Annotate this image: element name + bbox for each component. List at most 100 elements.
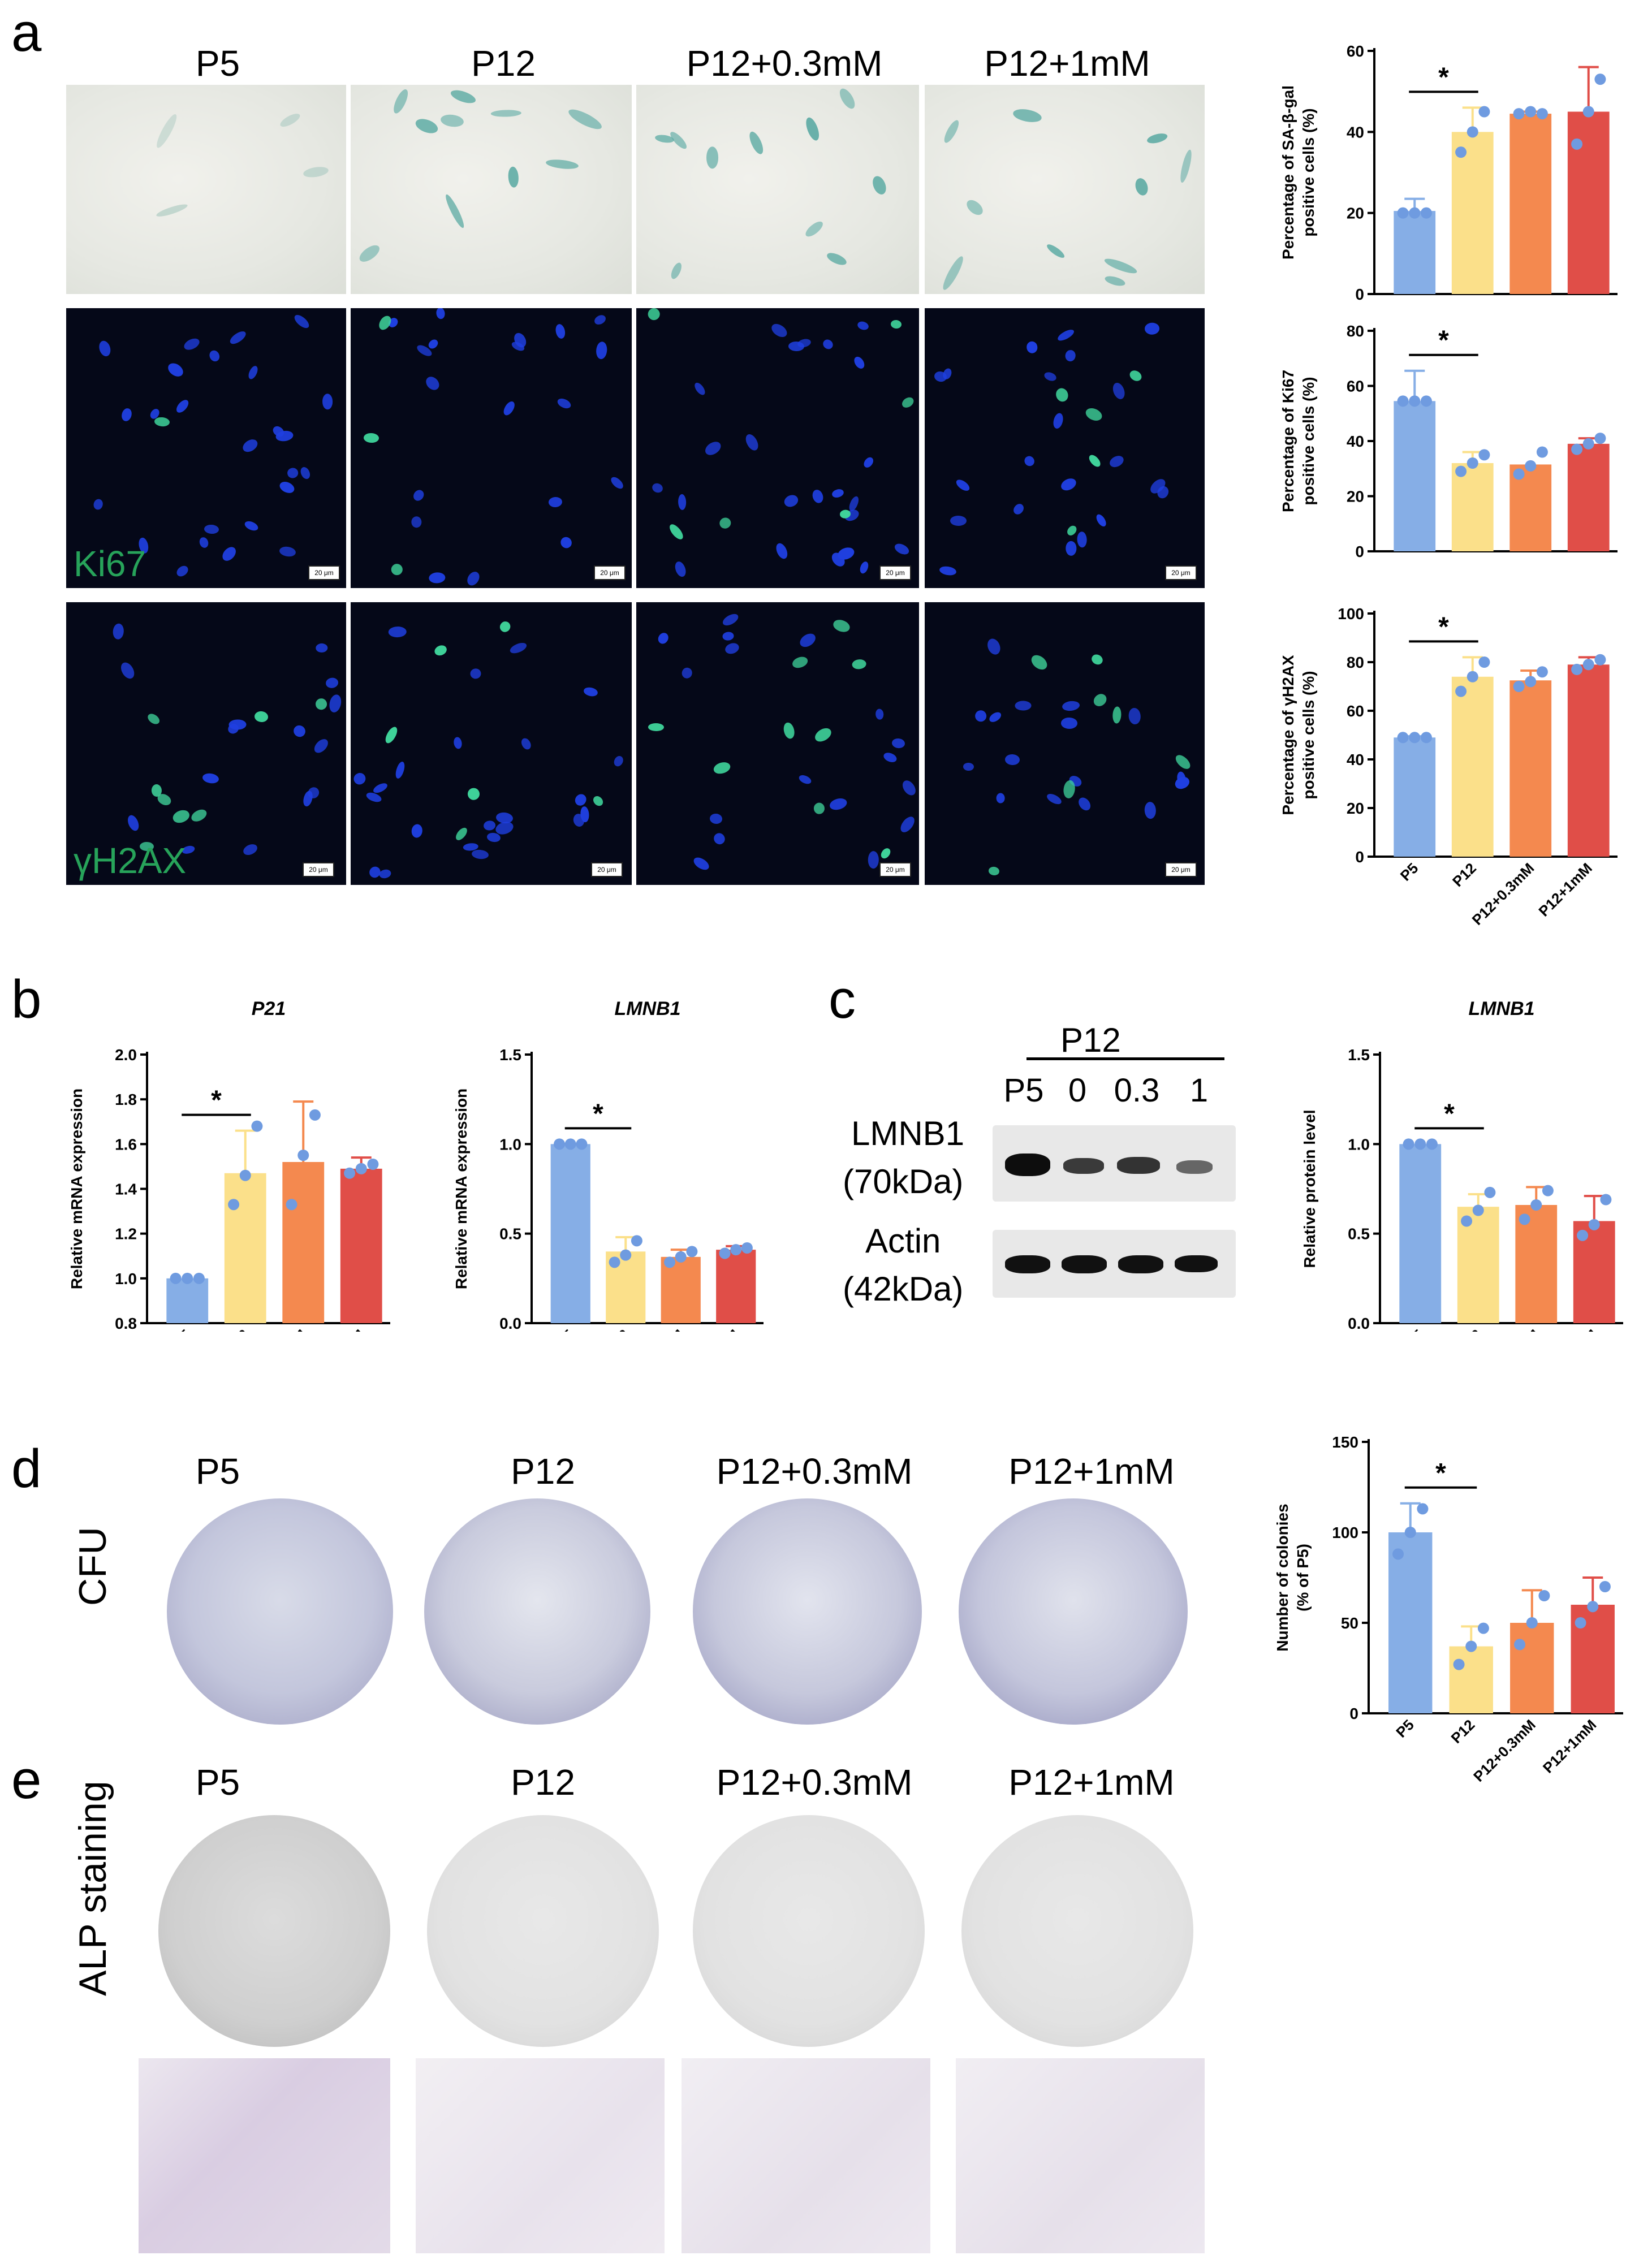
column-label-p5: P5 — [195, 43, 240, 84]
nucleus — [325, 676, 339, 689]
nucleus — [165, 360, 186, 379]
scale-bar: 20 μm — [591, 862, 623, 877]
data-point — [1536, 108, 1548, 120]
stained-cell — [1178, 148, 1194, 184]
wb-lmnb1-label: LMNB1 — [851, 1114, 965, 1152]
wb-band — [1005, 1255, 1050, 1273]
y-tick-label: 1.4 — [115, 1181, 137, 1198]
y-tick-label: 40 — [1347, 433, 1364, 450]
nucleus — [1087, 453, 1103, 469]
micrograph-h2ax-p12 — [351, 602, 632, 885]
micrograph-ki67-p12-1mm — [925, 308, 1205, 588]
nucleus — [900, 395, 916, 411]
data-point — [1514, 1639, 1526, 1651]
nucleus — [613, 754, 626, 768]
data-point — [631, 1235, 642, 1247]
x-tick-label: P12+1mM — [1541, 1326, 1601, 1332]
wb-lane-label: 0.3 — [1114, 1072, 1160, 1109]
data-point — [170, 1272, 182, 1284]
nucleus — [821, 338, 835, 351]
micrograph-sagal-p5 — [66, 85, 346, 294]
bar — [1451, 463, 1494, 551]
significance-star: * — [211, 1086, 222, 1116]
data-point — [1478, 449, 1490, 461]
x-tick-label: P12+0.3mM — [619, 1326, 688, 1332]
nucleus — [1015, 701, 1032, 711]
bar — [716, 1250, 756, 1323]
data-point — [182, 1272, 193, 1284]
stained-cell — [668, 261, 684, 281]
wb-band — [1117, 1157, 1160, 1174]
nucleus — [1064, 349, 1076, 362]
stained-cell — [940, 254, 967, 292]
y-axis-label: Number of colonies — [1274, 1504, 1291, 1651]
panel-letter-e: e — [11, 1749, 42, 1810]
stained-cell — [1012, 107, 1042, 124]
bar — [1449, 1646, 1493, 1713]
nucleus — [411, 488, 426, 503]
nucleus — [482, 819, 497, 831]
data-point — [741, 1242, 753, 1254]
y-tick-label: 150 — [1332, 1433, 1358, 1451]
nucleus — [711, 831, 727, 847]
micrograph-sagal-p12 — [351, 85, 632, 294]
nucleus — [1084, 405, 1104, 424]
data-point — [1409, 395, 1421, 407]
bar — [224, 1173, 266, 1323]
data-point — [1420, 395, 1432, 407]
nucleus — [246, 364, 260, 381]
nucleus — [241, 841, 260, 857]
y-tick-label: 0.5 — [1348, 1225, 1370, 1243]
bar — [1515, 1205, 1558, 1323]
nucleus — [467, 787, 481, 801]
micrograph-ki67-p5 — [66, 308, 346, 588]
stained-cell — [1045, 242, 1067, 260]
nucleus — [1173, 752, 1193, 772]
nucleus — [182, 336, 201, 352]
nucleus — [859, 560, 870, 575]
nucleus — [1112, 706, 1122, 724]
x-tick-label: P12 — [602, 1326, 633, 1332]
nucleus — [327, 693, 343, 714]
data-point — [576, 1138, 588, 1150]
bar — [1394, 737, 1436, 857]
nucleus — [1065, 541, 1077, 556]
y-tick-label: 0.0 — [1348, 1315, 1370, 1332]
nucleus — [171, 808, 192, 826]
column-label-p12: P12 — [471, 43, 536, 84]
bar — [1567, 443, 1610, 551]
data-point — [675, 1251, 687, 1263]
nucleus — [1076, 531, 1087, 548]
nucleus — [963, 763, 974, 771]
stained-cell — [391, 88, 411, 115]
alp-micrograph-p5 — [139, 2058, 390, 2253]
micrograph-h2ax-p12-03mm — [636, 602, 919, 885]
data-point — [686, 1246, 698, 1258]
data-point — [1417, 1503, 1429, 1515]
y-tick-label: 1.5 — [1348, 1046, 1370, 1064]
nucleus — [174, 398, 191, 415]
data-point — [1594, 433, 1606, 444]
nucleus — [378, 868, 392, 879]
data-point — [1536, 446, 1548, 458]
nucleus — [423, 374, 442, 392]
x-tick-label: P12+0.3mM — [1474, 1326, 1543, 1332]
y-tick-label: 1.2 — [115, 1225, 137, 1243]
panel-letter-b: b — [11, 969, 42, 1030]
data-point — [228, 1199, 240, 1211]
wb-band — [1175, 1255, 1218, 1272]
scale-bar: 20 μm — [1165, 862, 1197, 877]
alp-label-p12-1mm: P12+1mM — [1008, 1762, 1175, 1803]
data-point — [193, 1272, 205, 1284]
data-point — [1594, 74, 1606, 85]
nucleus — [1144, 322, 1160, 335]
nucleus — [125, 813, 141, 832]
nucleus — [667, 522, 685, 542]
data-point — [1577, 1229, 1589, 1241]
cfu-dish-p12-1mm — [959, 1498, 1188, 1725]
bar — [1399, 1144, 1442, 1323]
nucleus — [471, 849, 489, 860]
nucleus — [1094, 512, 1109, 529]
stained-cell — [545, 158, 579, 171]
x-tick-label: P5 — [1403, 1326, 1427, 1332]
